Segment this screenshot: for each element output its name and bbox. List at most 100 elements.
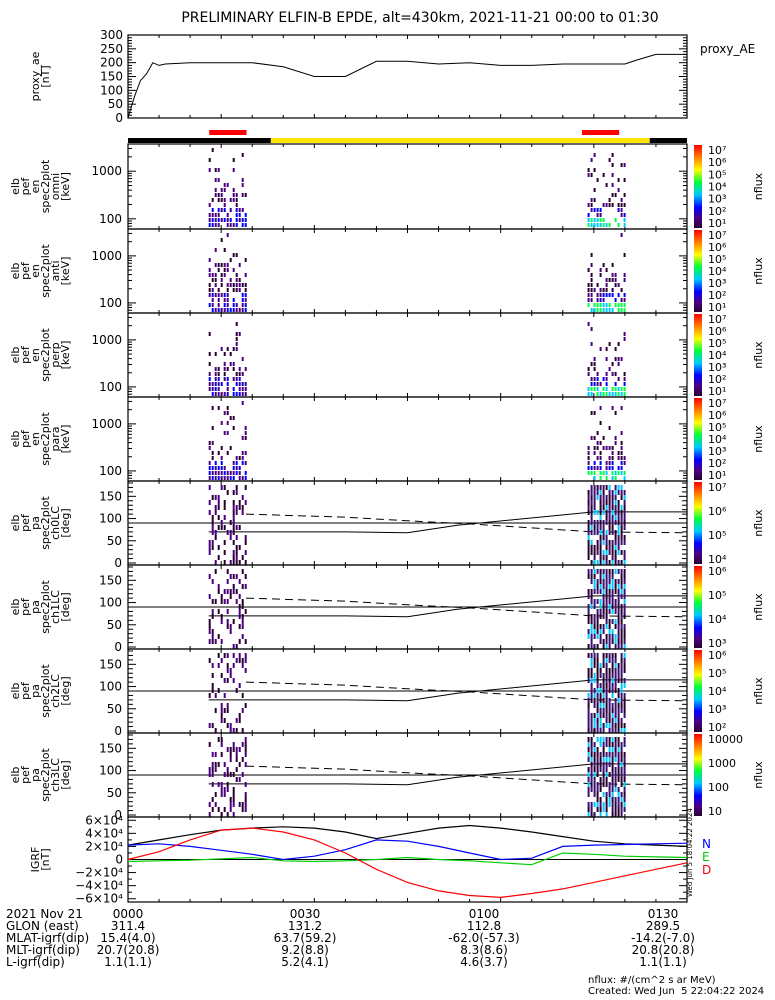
flux-pixel (593, 787, 596, 792)
flux-pixel (238, 762, 241, 767)
flux-pixel (226, 218, 229, 222)
flux-pixel (602, 510, 605, 515)
flux-pixel (614, 757, 617, 762)
flux-pixel (605, 461, 608, 465)
colorbar-label: nflux (752, 257, 765, 285)
flux-pixel (226, 367, 229, 371)
flux-pixel (605, 283, 608, 287)
flux-pixel (590, 173, 593, 177)
flux-pixel (620, 198, 623, 202)
flux-pixel (587, 495, 590, 500)
flux-pixel (590, 688, 593, 693)
flux-pixel (614, 485, 617, 490)
flux-pixel (590, 782, 593, 787)
flux-pixel (602, 683, 605, 688)
flux-pixel (614, 560, 617, 565)
flux-pixel (614, 411, 617, 415)
flux-pixel (602, 530, 605, 535)
flux-pixel (623, 772, 626, 777)
flux-pixel (226, 268, 229, 272)
flux-pixel (617, 673, 620, 678)
flux-pixel (605, 268, 608, 272)
colorbar-tick-label: 10⁴ (708, 433, 727, 446)
flux-pixel (235, 392, 238, 396)
flux-pixel (241, 663, 244, 668)
flux-pixel (241, 772, 244, 777)
flux-pixel (208, 332, 211, 336)
flux-pixel (587, 772, 590, 777)
flux-pixel (608, 688, 611, 693)
flux-pixel (608, 624, 611, 629)
flux-pixel (214, 708, 217, 713)
flux-pixel (599, 461, 602, 465)
flux-pixel (590, 545, 593, 550)
flux-pixel (220, 737, 223, 742)
flux-pixel (596, 382, 599, 386)
flux-pixel (232, 303, 235, 307)
flux-pixel (617, 471, 620, 475)
flux-pixel (590, 298, 593, 302)
flux-pixel (614, 589, 617, 594)
flux-pixel (211, 520, 214, 525)
flux-pixel (596, 807, 599, 812)
y-tick-label: −6×10⁴ (75, 892, 123, 906)
flux-pixel (232, 797, 235, 802)
flux-pixel (602, 708, 605, 713)
panel-spec_para: elbpefenspec2plotpara[keV]100010010⁷10⁶1… (9, 396, 765, 482)
flux-pixel (217, 505, 220, 510)
flux-pixel (229, 362, 232, 366)
flux-pixel (602, 747, 605, 752)
flux-pixel (244, 223, 247, 227)
flux-pixel (599, 673, 602, 678)
flux-pixel (241, 193, 244, 197)
flux-pixel (211, 629, 214, 634)
flux-pixel (593, 382, 596, 386)
flux-pixel (590, 579, 593, 584)
flux-pixel (590, 777, 593, 782)
flux-pixel (241, 619, 244, 624)
flux-pixel (238, 614, 241, 619)
flux-pixel (623, 540, 626, 545)
colorbar (694, 398, 702, 480)
flux-pixel (599, 505, 602, 510)
flux-pixel (602, 599, 605, 604)
flux-pixel (623, 698, 626, 703)
flux-pixel (620, 609, 623, 614)
flux-pixel (587, 446, 590, 450)
y-tick-label: 1000 (91, 333, 122, 347)
flux-pixel (587, 545, 590, 550)
igrf-series-d (127, 827, 688, 899)
flux-pixel (617, 520, 620, 525)
flux-pixel (602, 520, 605, 525)
flux-pixel (596, 723, 599, 728)
flux-pixel (620, 782, 623, 787)
flux-pixel (226, 653, 229, 658)
flux-pixel (602, 777, 605, 782)
flux-pixel (217, 525, 220, 530)
flux-pixel (596, 485, 599, 490)
flux-pixel (244, 807, 247, 812)
flux-pixel (590, 752, 593, 757)
flux-pixel (229, 535, 232, 540)
flux-pixel (220, 392, 223, 396)
flux-pixel (605, 782, 608, 787)
flux-pixel (614, 510, 617, 515)
flux-pixel (596, 668, 599, 673)
flux-pixel (593, 604, 596, 609)
flux-pixel (617, 203, 620, 207)
flux-pixel (623, 476, 626, 480)
flux-pixel (623, 560, 626, 565)
flux-pixel (614, 584, 617, 589)
panel-pa_ch0: elbpefpaspec2plotch0LC[deg]15010050010⁷1… (9, 480, 765, 570)
flux-pixel (611, 579, 614, 584)
panel-pa_ch3: elbpefpaspec2plotch3LC[deg]1501005001000… (9, 732, 765, 822)
flux-pixel (226, 569, 229, 574)
flux-pixel (220, 485, 223, 490)
flux-pixel (605, 713, 608, 718)
flux-pixel (620, 441, 623, 445)
flux-pixel (596, 213, 599, 217)
flux-pixel (599, 777, 602, 782)
flux-pixel (620, 535, 623, 540)
flux-pixel (226, 308, 229, 312)
